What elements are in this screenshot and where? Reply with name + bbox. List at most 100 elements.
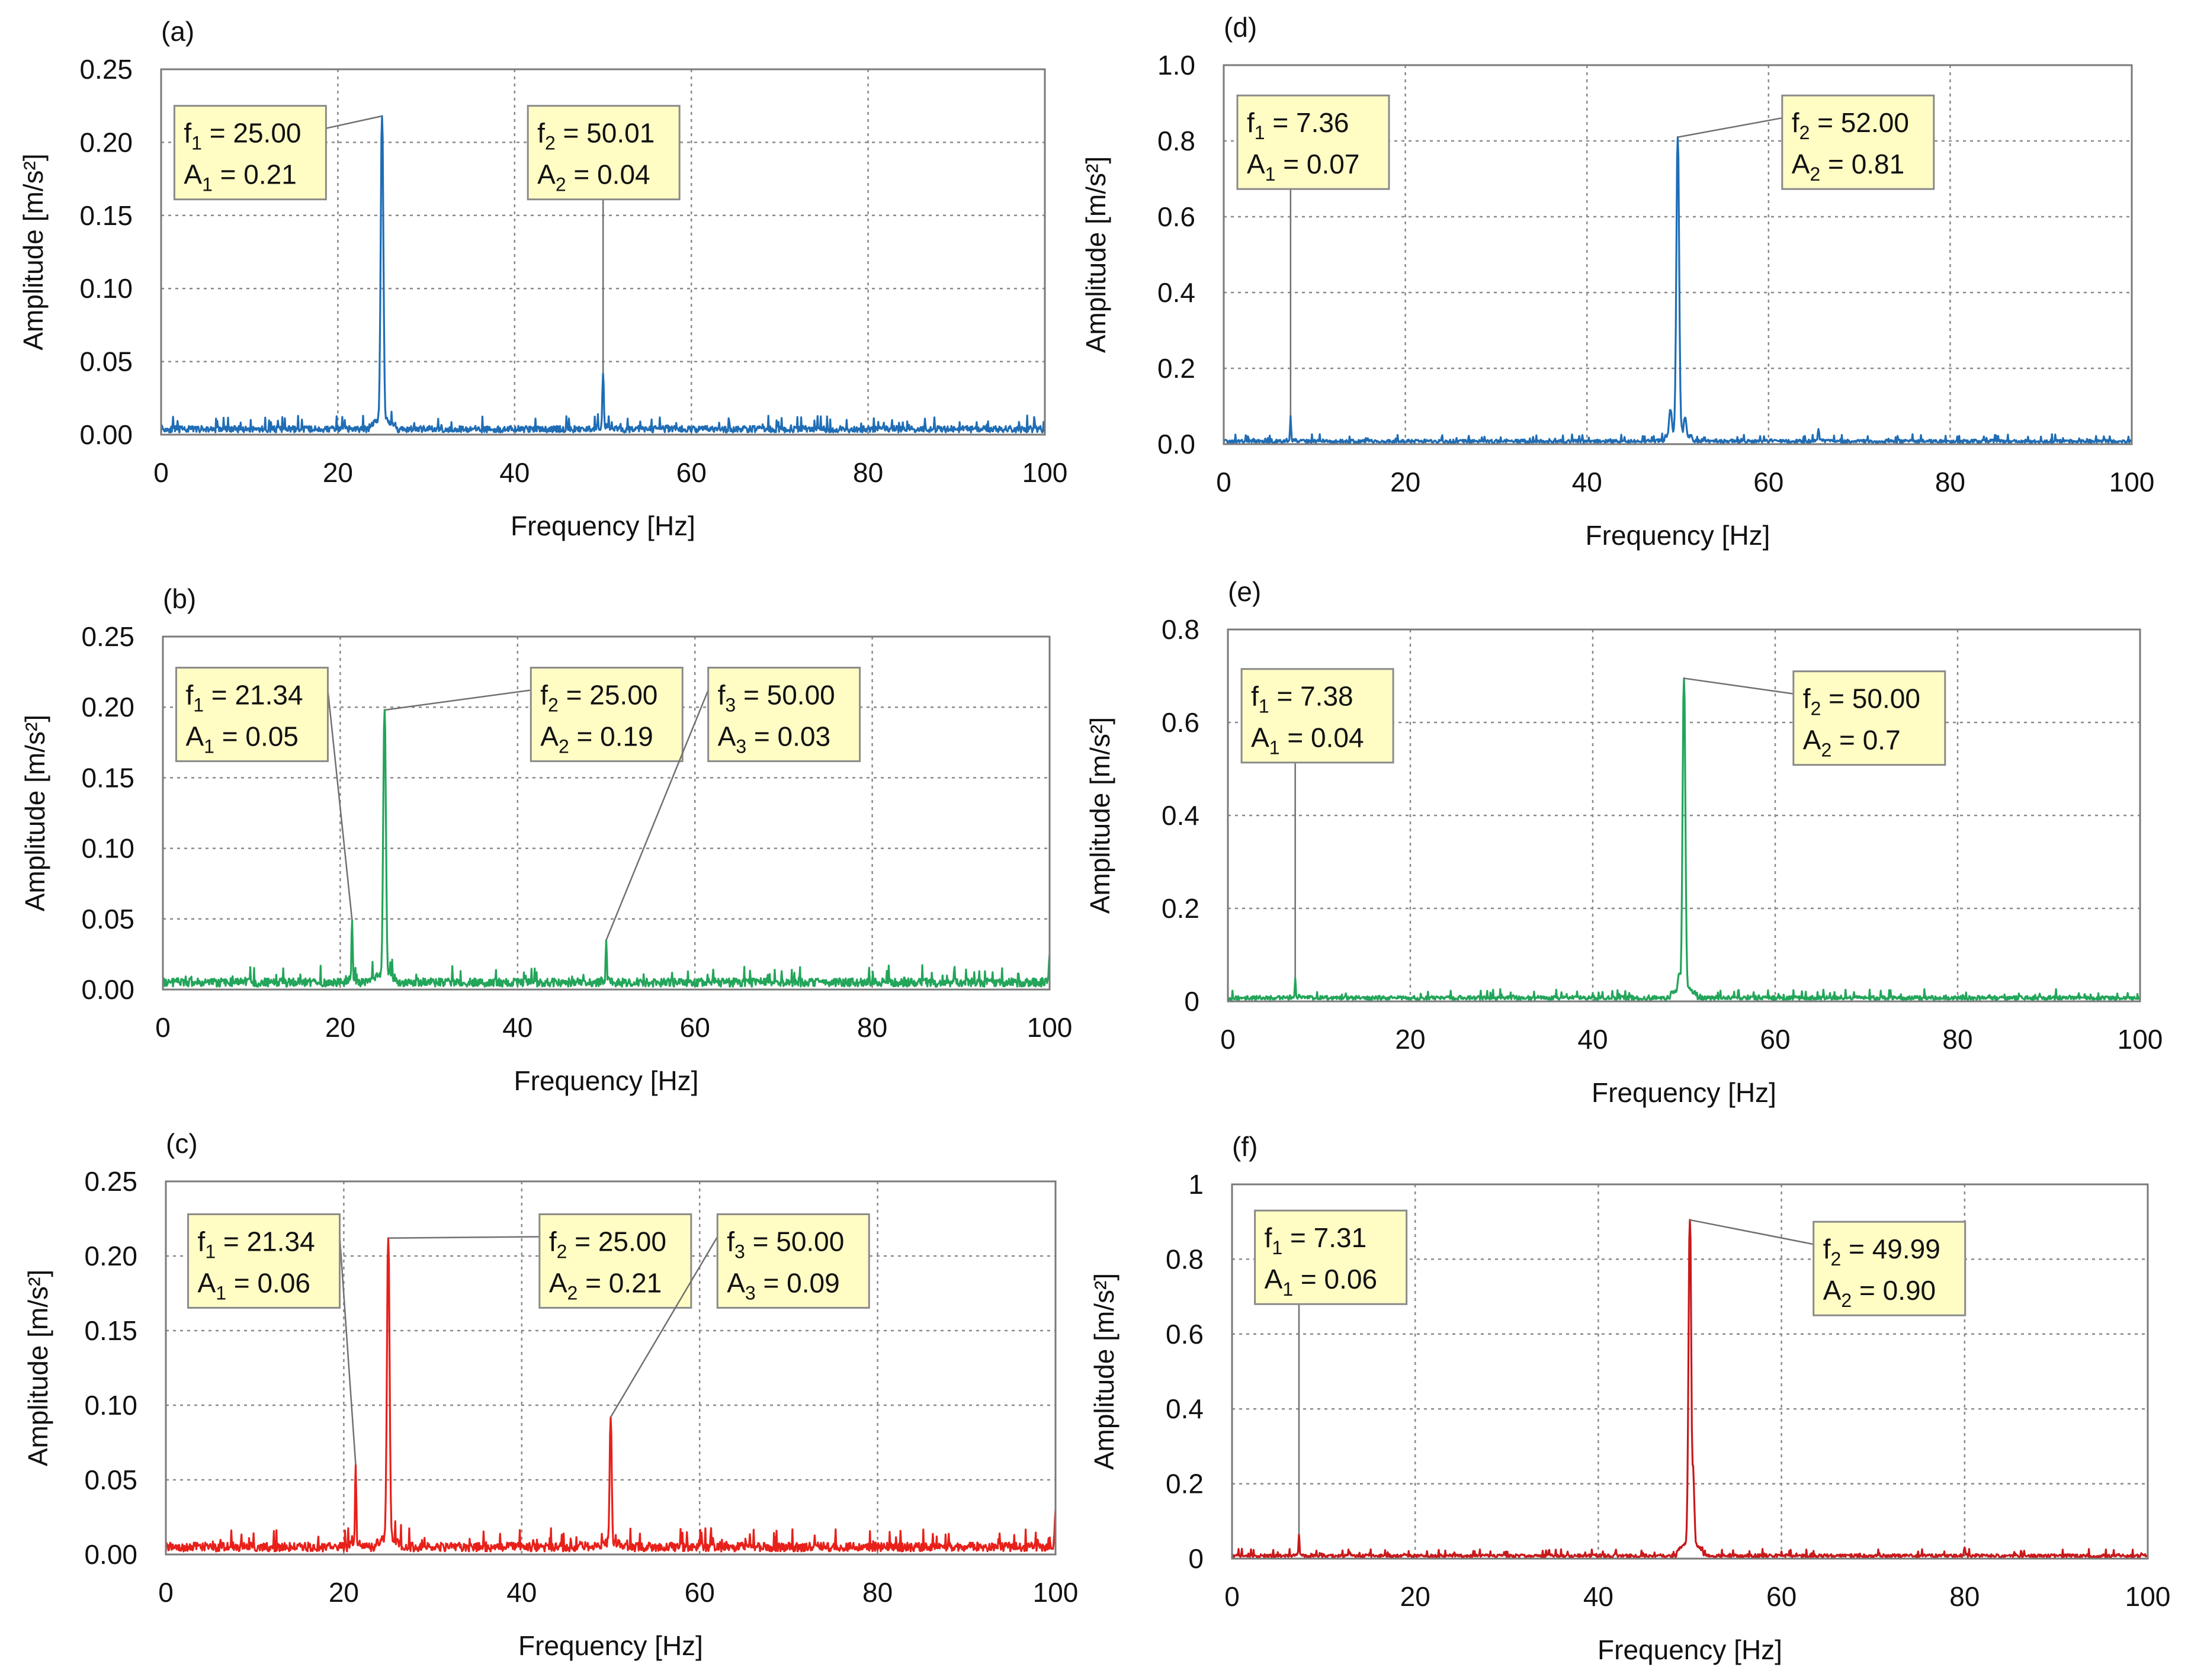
y-tick-label: 0.2: [1162, 893, 1199, 924]
x-tick-label: 80: [1942, 1024, 1972, 1055]
annotation-box: [1236, 94, 1390, 190]
chart-panel-f: 0 20 40 60 80 100 0 0.2 0.4 0.6 0.8 1 Frequency [Hz]…: [1089, 1131, 2170, 1665]
x-tick-label: 100: [2109, 467, 2155, 497]
x-tick-label: 80: [853, 457, 883, 488]
annotation-leader-line: [609, 1236, 718, 1418]
y-tick-label: 0.15: [79, 200, 133, 231]
y-tick-label: 0.00: [79, 419, 133, 450]
y-tick-label: 1: [1188, 1169, 1204, 1200]
x-tick-label: 40: [499, 457, 530, 488]
y-axis-title: Amplitude [m/s²]: [1080, 156, 1111, 353]
annotation-amplitude-text: A2 = 0.7: [1803, 725, 1901, 761]
annotation-box: [538, 1213, 692, 1309]
y-tick-label: 0.2: [1157, 353, 1195, 384]
x-tick-label: 20: [329, 1577, 359, 1608]
y-tick-label: 0.2: [1166, 1469, 1204, 1499]
y-tick-label: 0.05: [84, 1464, 137, 1495]
annotation-amplitude-text: A2 = 0.81: [1792, 149, 1904, 185]
peak-annotation: f2 = 25.00 A2 = 0.19: [384, 666, 684, 762]
chart-panel-a: 0 20 40 60 80 100 0.00 0.05 0.10 0.15 0.20 0.25 Freq…: [18, 16, 1067, 541]
x-axis-title: Frequency [Hz]: [514, 1065, 699, 1096]
annotation-leader-line: [1689, 1219, 1814, 1245]
y-tick-label: 0.6: [1162, 707, 1199, 738]
x-tick-label: 0: [1224, 1581, 1240, 1612]
annotation-box: [1781, 94, 1935, 190]
plot-area-frame: [160, 68, 1046, 436]
annotation-amplitude-text: A2 = 0.04: [537, 159, 650, 195]
y-tick-label: 0.4: [1166, 1393, 1204, 1424]
annotation-frequency-text: f3 = 50.00: [718, 679, 835, 715]
y-axis-title: Amplitude [m/s²]: [1089, 1273, 1119, 1470]
y-tick-label: 0.20: [79, 127, 133, 158]
annotation-frequency-text: f1 = 7.38: [1251, 681, 1353, 717]
spectrum-series-b: [162, 709, 1051, 988]
plot-area-frame: [1231, 1183, 2149, 1560]
x-tick-label: 100: [2118, 1024, 2163, 1055]
x-tick-label: 0: [158, 1577, 174, 1608]
annotation-amplitude-text: A1 = 0.05: [185, 721, 298, 757]
y-tick-label: 0.8: [1166, 1244, 1204, 1274]
annotation-frequency-text: f2 = 25.00: [540, 679, 657, 715]
annotation-frequency-text: f2 = 50.00: [1803, 683, 1920, 719]
panel-label: (b): [163, 583, 196, 614]
annotation-amplitude-text: A3 = 0.03: [718, 721, 830, 757]
annotation-box: [1254, 1209, 1408, 1305]
spectrum-series-e: [1227, 677, 2141, 1001]
y-tick-label: 0.8: [1157, 126, 1195, 156]
x-axis-title: Frequency [Hz]: [518, 1630, 703, 1661]
annotation-leader-line: [605, 689, 709, 941]
annotation-box: [187, 1213, 341, 1309]
y-tick-label: 0.25: [79, 54, 133, 85]
annotation-leader-line: [388, 1236, 540, 1239]
chart-panel-d: 0 20 40 60 80 100 0.0 0.2 0.4 0.6 0.8 1.0 Frequency …: [1080, 12, 2154, 551]
annotation-amplitude-text: A1 = 0.21: [184, 159, 296, 195]
annotation-amplitude-text: A1 = 0.06: [198, 1267, 310, 1303]
annotation-frequency-text: f1 = 25.00: [184, 118, 301, 154]
spectrum-series-f: [1231, 1219, 2148, 1559]
annotation-frequency-text: f2 = 52.00: [1792, 107, 1909, 143]
x-tick-label: 60: [685, 1577, 715, 1608]
annotation-leader-line: [339, 1236, 357, 1465]
x-tick-label: 100: [2125, 1581, 2171, 1612]
x-tick-label: 100: [1022, 457, 1068, 488]
y-tick-label: 0.8: [1162, 614, 1199, 645]
annotation-leader-line: [326, 115, 383, 129]
y-tick-label: 0.0: [1157, 429, 1195, 460]
x-axis-title: Frequency [Hz]: [511, 510, 695, 541]
x-tick-label: 60: [676, 457, 707, 488]
annotation-frequency-text: f3 = 50.00: [727, 1226, 844, 1262]
plot-area-frame: [162, 635, 1051, 991]
x-tick-label: 0: [155, 1012, 171, 1043]
annotation-box: [716, 1213, 870, 1309]
peak-annotation: f1 = 25.00 A1 = 0.21: [173, 105, 383, 201]
annotation-leader-line: [1683, 677, 1794, 695]
y-tick-label: 0.10: [81, 833, 134, 864]
x-axis-title: Frequency [Hz]: [1586, 520, 1770, 551]
annotation-leader-line: [384, 689, 531, 711]
x-tick-label: 80: [1935, 467, 1965, 497]
peak-annotation: f2 = 50.00 A2 = 0.7: [1683, 670, 1946, 766]
peak-annotation: f1 = 7.38 A1 = 0.04: [1240, 668, 1394, 978]
x-axis-title: Frequency [Hz]: [1597, 1634, 1782, 1665]
x-tick-label: 0: [1216, 467, 1231, 497]
annotation-box: [173, 105, 327, 201]
x-tick-label: 40: [1583, 1581, 1613, 1612]
annotation-amplitude-text: A3 = 0.09: [727, 1267, 839, 1303]
peak-annotation: f1 = 21.34 A1 = 0.06: [187, 1213, 357, 1465]
y-tick-label: 0.20: [84, 1241, 137, 1271]
panel-label: (c): [166, 1128, 198, 1159]
y-axis-title: Amplitude [m/s²]: [18, 153, 49, 350]
peak-annotation: f1 = 7.31 A1 = 0.06: [1254, 1209, 1408, 1534]
annotation-amplitude-text: A1 = 0.06: [1265, 1264, 1377, 1300]
y-tick-label: 0.10: [79, 273, 133, 304]
x-tick-label: 0: [1220, 1024, 1236, 1055]
y-axis-title: Amplitude [m/s²]: [1085, 717, 1115, 914]
y-tick-label: 0.6: [1157, 201, 1195, 232]
x-tick-label: 60: [1760, 1024, 1790, 1055]
spectrum-series-c: [165, 1237, 1057, 1553]
peak-annotation: f3 = 50.00 A3 = 0.09: [609, 1213, 870, 1418]
annotation-box: [1813, 1220, 1967, 1316]
x-tick-label: 40: [1577, 1024, 1608, 1055]
annotation-amplitude-text: A2 = 0.90: [1823, 1275, 1936, 1311]
